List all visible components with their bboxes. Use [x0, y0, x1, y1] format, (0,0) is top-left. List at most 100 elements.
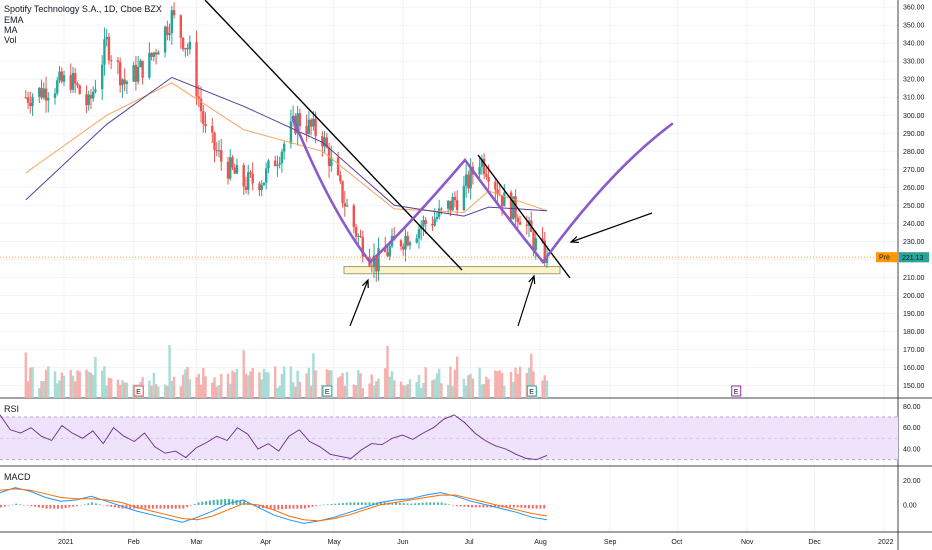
time-axis-label: May [328, 539, 342, 546]
macd-hist-bar [281, 504, 284, 510]
volume-bar [31, 367, 34, 398]
macd-hist-bar [83, 504, 86, 505]
macd-hist-bar [18, 504, 21, 505]
macd-hist-bar [311, 504, 314, 507]
candle-body [514, 196, 517, 218]
volume-bar [393, 380, 396, 398]
volume-bar [518, 366, 522, 398]
volume-bar [103, 366, 106, 398]
macd-label: MACD [4, 472, 31, 482]
candle-body [204, 123, 207, 127]
legend-ema[interactable]: EMA [4, 15, 24, 25]
macd-hist-bar [543, 504, 546, 509]
candle-body [226, 161, 230, 179]
volume-bar [370, 374, 373, 398]
candle-body [170, 10, 174, 34]
volume-bar [26, 381, 30, 398]
candle-body [181, 37, 185, 50]
volume-bar [494, 370, 497, 398]
legend-vol[interactable]: Vol [4, 35, 17, 45]
macd-hist-bar [239, 500, 242, 505]
candle-body [139, 60, 142, 68]
candle-body [215, 150, 218, 152]
candle-body [44, 88, 48, 101]
macd-hist-bar [11, 504, 14, 506]
candle-body [467, 174, 470, 189]
candle-body [339, 174, 342, 182]
ema-line [25, 82, 548, 214]
candle-body [163, 26, 167, 53]
macd-hist-bar [148, 504, 151, 509]
candle-body [71, 72, 75, 90]
macd-hist-bar [436, 502, 439, 505]
macd-hist-bar [26, 504, 29, 506]
volume-bar [273, 366, 277, 398]
macd-hist-bar [159, 504, 162, 509]
volume-bar [92, 374, 95, 398]
macd-hist-bar [440, 502, 443, 505]
candle-body [485, 174, 488, 177]
macd-hist-bar [509, 504, 512, 508]
candle-body [148, 52, 151, 78]
price-tick-label: 190.00 [903, 311, 925, 318]
macd-hist-bar [189, 504, 192, 506]
price-tick-label: 180.00 [903, 329, 925, 336]
macd-hist-bar [345, 502, 348, 505]
macd-hist-bar [45, 504, 48, 509]
candle-body [406, 235, 409, 246]
macd-hist-bar [235, 500, 238, 505]
candle-body [58, 71, 61, 81]
volume-bar [532, 371, 535, 398]
macd-hist-bar [273, 504, 276, 510]
earnings-marker [133, 385, 144, 397]
candle-body [512, 196, 515, 220]
volume-bar [372, 385, 376, 398]
rsi-tick-label: 60.00 [903, 425, 921, 432]
candle-body [136, 67, 140, 82]
volume-bar [276, 387, 279, 398]
volume-bar [464, 385, 468, 398]
macd-hist-bar [129, 504, 132, 509]
time-axis-label: Mar [191, 539, 204, 546]
candle-body [402, 246, 405, 250]
candle-body [404, 235, 407, 250]
macd-hist-bar [452, 504, 455, 506]
double-bottom-pattern [291, 116, 674, 265]
legend-ma[interactable]: MA [4, 25, 18, 35]
candle-body [359, 235, 362, 237]
macd-hist-bar [493, 504, 496, 508]
candle-body [186, 48, 189, 50]
candle-body [233, 167, 236, 174]
candle-body [107, 36, 111, 61]
macd-hist-bar [269, 504, 272, 510]
candle-body [118, 62, 122, 86]
volume-bar [446, 384, 450, 398]
candle-body [323, 137, 326, 147]
volume-bar [543, 375, 546, 398]
macd-hist-bar [186, 504, 189, 508]
macd-hist-bar [524, 504, 527, 508]
candle-body [545, 257, 549, 264]
volume-bar [345, 371, 349, 398]
volume-bar [76, 370, 79, 398]
macd-hist-bar [486, 504, 489, 508]
candles-layer [24, 2, 549, 282]
price-tick-label: 340.00 [903, 41, 925, 48]
candle-body [314, 118, 317, 137]
macd-hist-bar [22, 504, 25, 506]
candle-body [341, 181, 344, 204]
volume-bar [247, 375, 250, 398]
macd-hist-bar [307, 504, 310, 508]
macd-hist-bar [208, 500, 211, 505]
earnings-marker-label: E [325, 389, 330, 396]
macd-hist-bar [410, 503, 413, 505]
earnings-marker [526, 385, 537, 397]
candle-body [123, 79, 126, 84]
candle-body [202, 111, 205, 124]
macd-hist-bar [277, 504, 280, 510]
macd-hist-bar [379, 502, 382, 505]
candle-body [298, 113, 302, 127]
macd-hist-bar [391, 502, 394, 505]
rsi-band [0, 417, 898, 460]
